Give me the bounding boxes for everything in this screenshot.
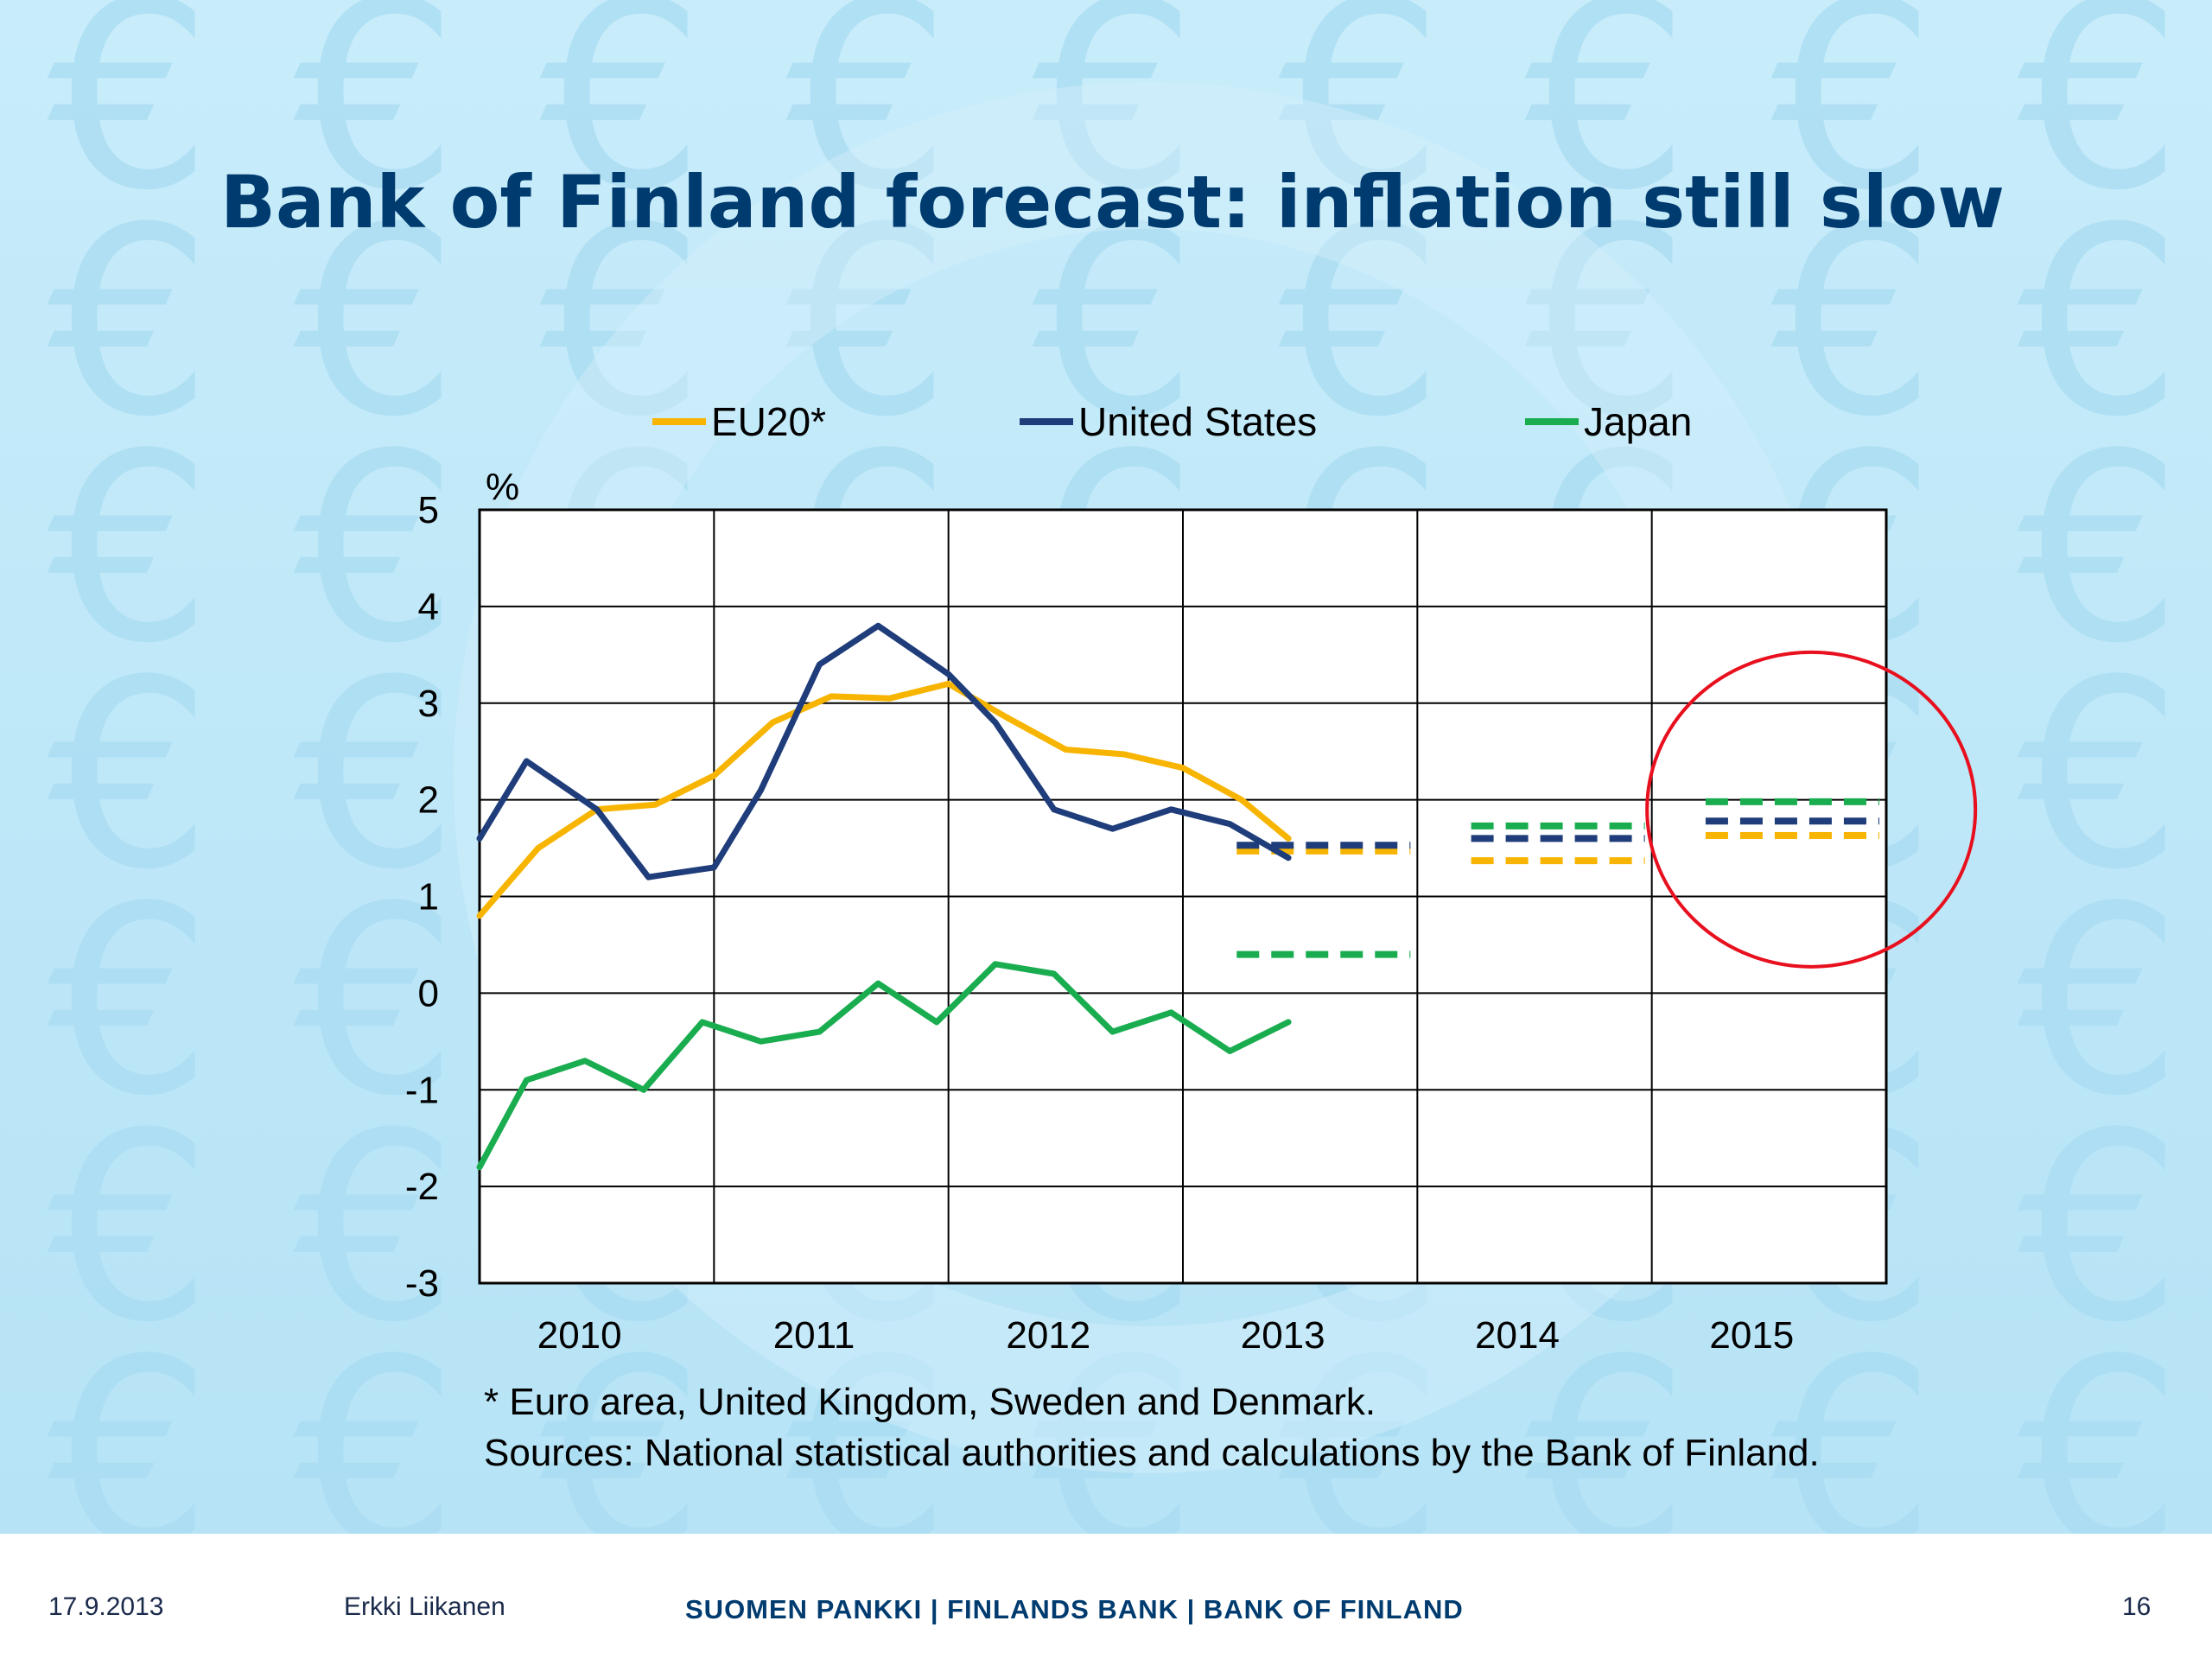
y-tick-label: -1 xyxy=(405,1069,439,1111)
x-tick-label: 2012 xyxy=(1006,1314,1090,1357)
euro-sign-icon: € xyxy=(294,1077,459,1379)
legend-label: EU20* xyxy=(711,399,826,444)
y-tick-label: -3 xyxy=(405,1262,439,1305)
euro-sign-icon: € xyxy=(1525,0,1690,247)
euro-sign-icon: € xyxy=(1771,1304,1936,1534)
footer-page-number: 16 xyxy=(2122,1592,2152,1621)
euro-sign-icon: € xyxy=(294,625,459,926)
x-tick-label: 2013 xyxy=(1241,1314,1325,1357)
euro-sign-icon: € xyxy=(1279,1304,1444,1534)
x-tick-label: 2010 xyxy=(537,1314,622,1357)
euro-sign-icon: € xyxy=(1033,0,1198,247)
euro-sign-icon: € xyxy=(48,851,213,1153)
y-tick-label: 1 xyxy=(418,876,439,918)
series-line xyxy=(476,680,1292,919)
euro-sign-icon: € xyxy=(2018,398,2183,700)
euro-sign-icon: € xyxy=(294,1304,459,1534)
euro-sign-icon: € xyxy=(1525,1304,1690,1534)
y-tick-label: 0 xyxy=(418,972,439,1014)
x-tick-label: 2014 xyxy=(1475,1314,1560,1357)
x-tick-label: 2011 xyxy=(773,1314,855,1357)
y-tick-label: 5 xyxy=(418,489,439,531)
euro-sign-icon: € xyxy=(294,0,459,247)
y-tick-label: 4 xyxy=(418,586,439,628)
euro-sign-icon: € xyxy=(294,851,459,1153)
y-axis-unit-label: % xyxy=(486,466,519,508)
euro-sign-icon: € xyxy=(294,398,459,700)
y-tick-label: -2 xyxy=(405,1166,439,1208)
euro-sign-icon: € xyxy=(48,172,213,474)
inflation-chart: 5 4 3 2 1 0 -1 -2 -3 2010 2011 2012 2013 2014 2015% EU2… xyxy=(405,399,1978,1357)
euro-sign-icon: € xyxy=(540,0,705,247)
euro-sign-icon: € xyxy=(48,625,213,926)
euro-sign-icon: € xyxy=(48,1077,213,1379)
euro-sign-icon: € xyxy=(2018,851,2183,1153)
euro-sign-icon: € xyxy=(786,0,951,247)
euro-sign-icon: € xyxy=(2018,172,2183,474)
chart-sources: Sources: National statistical authoritie… xyxy=(484,1432,1820,1474)
euro-sign-icon: € xyxy=(2018,1077,2183,1379)
euro-sign-icon: € xyxy=(786,172,951,474)
series-line xyxy=(476,961,1292,1171)
euro-sign-icon: € xyxy=(48,0,213,247)
euro-sign-icon: € xyxy=(48,398,213,700)
slide-title: Bank of Finland forecast: inflation stil… xyxy=(220,160,2005,245)
y-tick-label: 3 xyxy=(418,683,439,725)
euro-sign-icon: € xyxy=(1279,172,1444,474)
euro-sign-icon: € xyxy=(786,1304,951,1534)
euro-sign-icon: € xyxy=(294,172,459,474)
euro-sign-icon: € xyxy=(2018,0,2183,247)
y-tick-label: 2 xyxy=(418,779,439,822)
footer-date: 17.9.2013 xyxy=(48,1592,164,1621)
euro-sign-icon: € xyxy=(1033,1304,1198,1534)
euro-sign-icon: € xyxy=(540,1304,705,1534)
legend-label: Japan xyxy=(1584,399,1692,444)
footer-organization: SUOMEN PANKKI | FINLANDS BANK | BANK OF … xyxy=(685,1594,1464,1624)
series-line xyxy=(476,622,1292,880)
x-tick-label: 2015 xyxy=(1709,1314,1794,1357)
slide-footer: 17.9.2013 Erkki Liikanen SUOMEN PANKKI |… xyxy=(0,1534,2212,1659)
euro-sign-icon: € xyxy=(2018,1304,2183,1534)
euro-sign-icon: € xyxy=(48,1304,213,1534)
slide-background: €€€€€€€€€€€€€€€€€€€€€€€€€€€€€€€€€€€€€€€€… xyxy=(0,0,2212,1534)
euro-sign-icon: € xyxy=(1279,0,1444,247)
footer-author: Erkki Liikanen xyxy=(344,1592,505,1621)
legend-label: United States xyxy=(1078,399,1317,444)
euro-sign-icon: € xyxy=(1771,0,1936,247)
chart-footnote: * Euro area, United Kingdom, Sweden and … xyxy=(484,1381,1376,1423)
euro-sign-icon: € xyxy=(2018,625,2183,926)
euro-sign-icon: € xyxy=(1771,172,1936,474)
highlight-circle xyxy=(1645,650,1978,969)
